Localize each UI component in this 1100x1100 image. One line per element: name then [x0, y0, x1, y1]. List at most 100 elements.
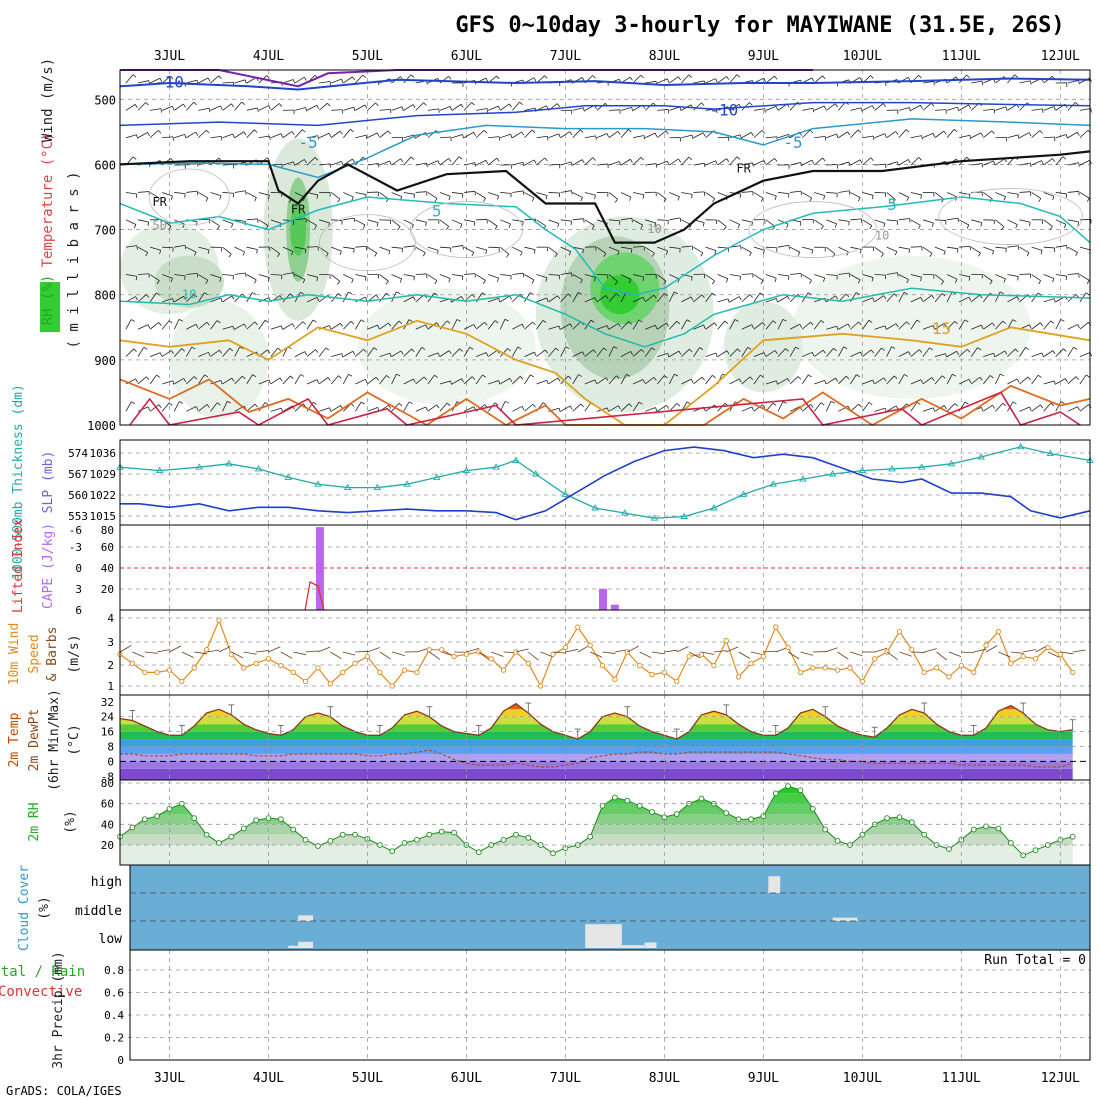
thickness-marker: [917, 463, 926, 470]
wind-barb: [898, 246, 910, 250]
wind-barb: [681, 319, 688, 330]
wind-barb-flag: [546, 380, 549, 385]
wind-barb: [306, 104, 317, 111]
wind-barb: [850, 351, 861, 357]
wind-barb-flag: [640, 74, 644, 79]
thickness-marker: [195, 463, 203, 470]
wind-barb: [173, 401, 180, 412]
wind-barb: [318, 102, 328, 111]
wind-barb: [922, 132, 934, 139]
wind-barb-flag: [603, 253, 607, 257]
temperature-contour: [119, 287, 1091, 348]
wind-barb-flag: [519, 101, 523, 106]
wind-barb: [548, 246, 558, 255]
thickness-marker: [680, 512, 688, 519]
wind-barb: [306, 349, 316, 357]
wind-barb: [753, 192, 764, 199]
wind-barb: [270, 274, 282, 276]
wind-barb-flag: [302, 129, 306, 133]
wind-barb-flag: [1078, 80, 1080, 85]
wind-barb-flag: [450, 380, 452, 385]
wind-barb: [427, 160, 439, 166]
wind-barb: [524, 321, 533, 330]
wind-barb-flag: [147, 406, 151, 411]
wind-barb: [934, 353, 946, 357]
date-label-top: 6JUL: [451, 49, 482, 64]
wind-speed-marker: [785, 644, 791, 651]
wind-barb-flag: [1075, 376, 1079, 380]
wind-barb-flag: [400, 158, 404, 163]
wind-barb-flag: [592, 157, 596, 161]
wind-speed-marker: [797, 669, 804, 676]
cloud-label-a: Cloud Cover: [17, 865, 32, 951]
wind-barb-flag: [618, 405, 621, 410]
wind-barb-flag: [686, 319, 691, 323]
wind-barb: [367, 246, 377, 254]
temperature-label: Temperature (°C): [40, 133, 56, 268]
wind-barb: [983, 352, 994, 357]
wind-barb: [790, 272, 802, 275]
wind-barb-flag: [824, 380, 827, 385]
wind-barb-flag: [578, 374, 583, 377]
wind-barb-flag: [386, 375, 390, 379]
wind-barb: [669, 76, 679, 84]
wind-barb-flag: [883, 223, 886, 228]
wind-barb: [633, 192, 644, 196]
wind-barb: [246, 77, 257, 84]
wind-barb-flag: [483, 197, 486, 202]
wind-barb: [306, 135, 318, 139]
wind-barb: [669, 246, 681, 249]
rh2m-marker: [673, 811, 680, 817]
wind-barb: [487, 219, 498, 227]
wind-barb: [137, 191, 150, 193]
wind-barb-flag: [918, 349, 923, 353]
temp-line: [119, 702, 1073, 740]
wind-barb: [922, 294, 932, 303]
wind-barb: [198, 77, 209, 84]
wind-barb-flag: [873, 135, 875, 141]
wind-barb: [584, 402, 592, 412]
rh2m-marker: [995, 825, 1002, 832]
wind-barb: [1043, 192, 1055, 197]
wind-barb: [765, 246, 777, 249]
wind-barb-flag: [1039, 130, 1043, 134]
wind-barb: [331, 353, 342, 357]
thickness-marker: [1046, 449, 1055, 457]
wind-barb: [620, 321, 630, 330]
wind-barb-flag: [482, 280, 486, 284]
wind-speed-marker: [698, 651, 705, 657]
wind-barb: [367, 219, 379, 224]
wind-barb: [838, 346, 844, 357]
wind-barb-flag: [471, 102, 475, 106]
wind-barb-flag: [1052, 158, 1056, 162]
wind-barb-flag: [159, 250, 162, 255]
wind-barb: [584, 379, 596, 385]
rh-label: RH (%): [40, 275, 56, 326]
wind-barb: [681, 74, 690, 84]
wind-barb: [765, 350, 776, 357]
wind-barb-flag: [193, 101, 197, 106]
wind-barb: [162, 192, 173, 197]
temperature-contour: [119, 77, 1091, 91]
wind-barb-flag: [412, 104, 416, 109]
wind-barb: [862, 320, 870, 330]
wind-barb-flag: [848, 272, 851, 278]
wind-barb: [391, 246, 403, 249]
precip-panel-frame: [129, 949, 1091, 1061]
wind10-barb: [886, 651, 898, 660]
wind-barb-flag: [179, 401, 183, 404]
wind-barb-flag: [170, 195, 173, 200]
wind-barb-flag: [568, 375, 572, 380]
wind-barb: [910, 246, 922, 248]
wind-barb: [355, 192, 367, 195]
wind-barb: [693, 80, 705, 84]
wind-barb: [596, 347, 604, 357]
wind-barb: [1031, 246, 1043, 251]
wind-speed-marker: [426, 647, 432, 653]
temperature-contour: [119, 319, 1091, 426]
wind-barb-flag: [360, 401, 365, 405]
wind-speed-marker: [760, 653, 767, 660]
wind-barb: [343, 350, 354, 357]
wind-barb-flag: [749, 252, 752, 257]
wind-barb: [608, 375, 617, 385]
